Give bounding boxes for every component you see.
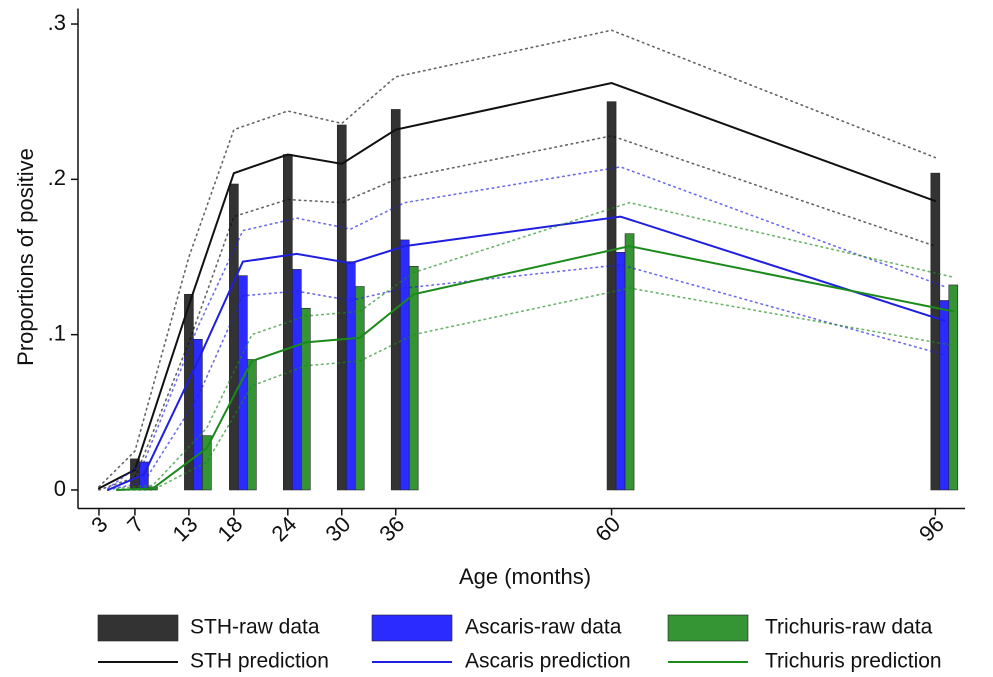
bar <box>336 124 347 491</box>
bar <box>229 183 239 491</box>
legend-swatch <box>667 614 749 642</box>
bar <box>390 109 401 491</box>
legend-label: Trichuris prediction <box>765 650 942 673</box>
bar <box>202 435 212 491</box>
bar <box>130 458 140 491</box>
y-tick-label: .2 <box>48 165 66 190</box>
y-axis-title: Proportions of positive <box>13 148 38 366</box>
ci-upper-line <box>116 201 955 490</box>
legend-label: Ascaris-raw data <box>465 616 622 639</box>
x-axis-title: Age (months) <box>459 564 591 589</box>
bar <box>624 233 635 491</box>
x-tick-label: 18 <box>213 511 248 546</box>
ci-lower-line <box>116 287 955 491</box>
ci-lower-line <box>107 263 946 491</box>
legend-label: STH prediction <box>190 650 329 673</box>
legend-label: Trichuris-raw data <box>765 616 933 639</box>
x-tick-label: 96 <box>914 511 949 546</box>
bar <box>247 359 257 491</box>
x-tick-label: 60 <box>590 511 625 546</box>
legend-label: STH-raw data <box>190 616 320 639</box>
legend-swatch <box>371 614 453 642</box>
x-tick-label: 13 <box>168 511 203 546</box>
bar <box>292 269 302 491</box>
y-tick-label: 0 <box>54 476 66 501</box>
bar <box>301 307 311 491</box>
bar <box>193 339 203 491</box>
prediction-line <box>106 215 946 491</box>
bar <box>408 266 419 491</box>
bar <box>948 284 959 491</box>
legend-swatch <box>97 614 179 642</box>
bar <box>930 172 941 491</box>
ci-upper-line <box>98 29 937 488</box>
bar <box>345 261 356 491</box>
prediction-line <box>97 82 937 490</box>
bar <box>606 101 617 491</box>
ci-upper-line <box>107 166 946 490</box>
y-tick-label: .3 <box>48 10 66 35</box>
bar <box>354 286 365 491</box>
x-tick-label: 36 <box>374 511 409 546</box>
ci-lower-line <box>98 135 937 491</box>
bar <box>283 154 293 491</box>
bar <box>939 300 950 491</box>
bar <box>615 252 626 491</box>
legend-label: Ascaris prediction <box>465 650 631 673</box>
y-tick-label: .1 <box>48 320 66 345</box>
x-tick-label: 24 <box>266 511 301 546</box>
bar <box>399 239 410 491</box>
prediction-line <box>115 245 955 491</box>
x-tick-label: 30 <box>320 511 355 546</box>
